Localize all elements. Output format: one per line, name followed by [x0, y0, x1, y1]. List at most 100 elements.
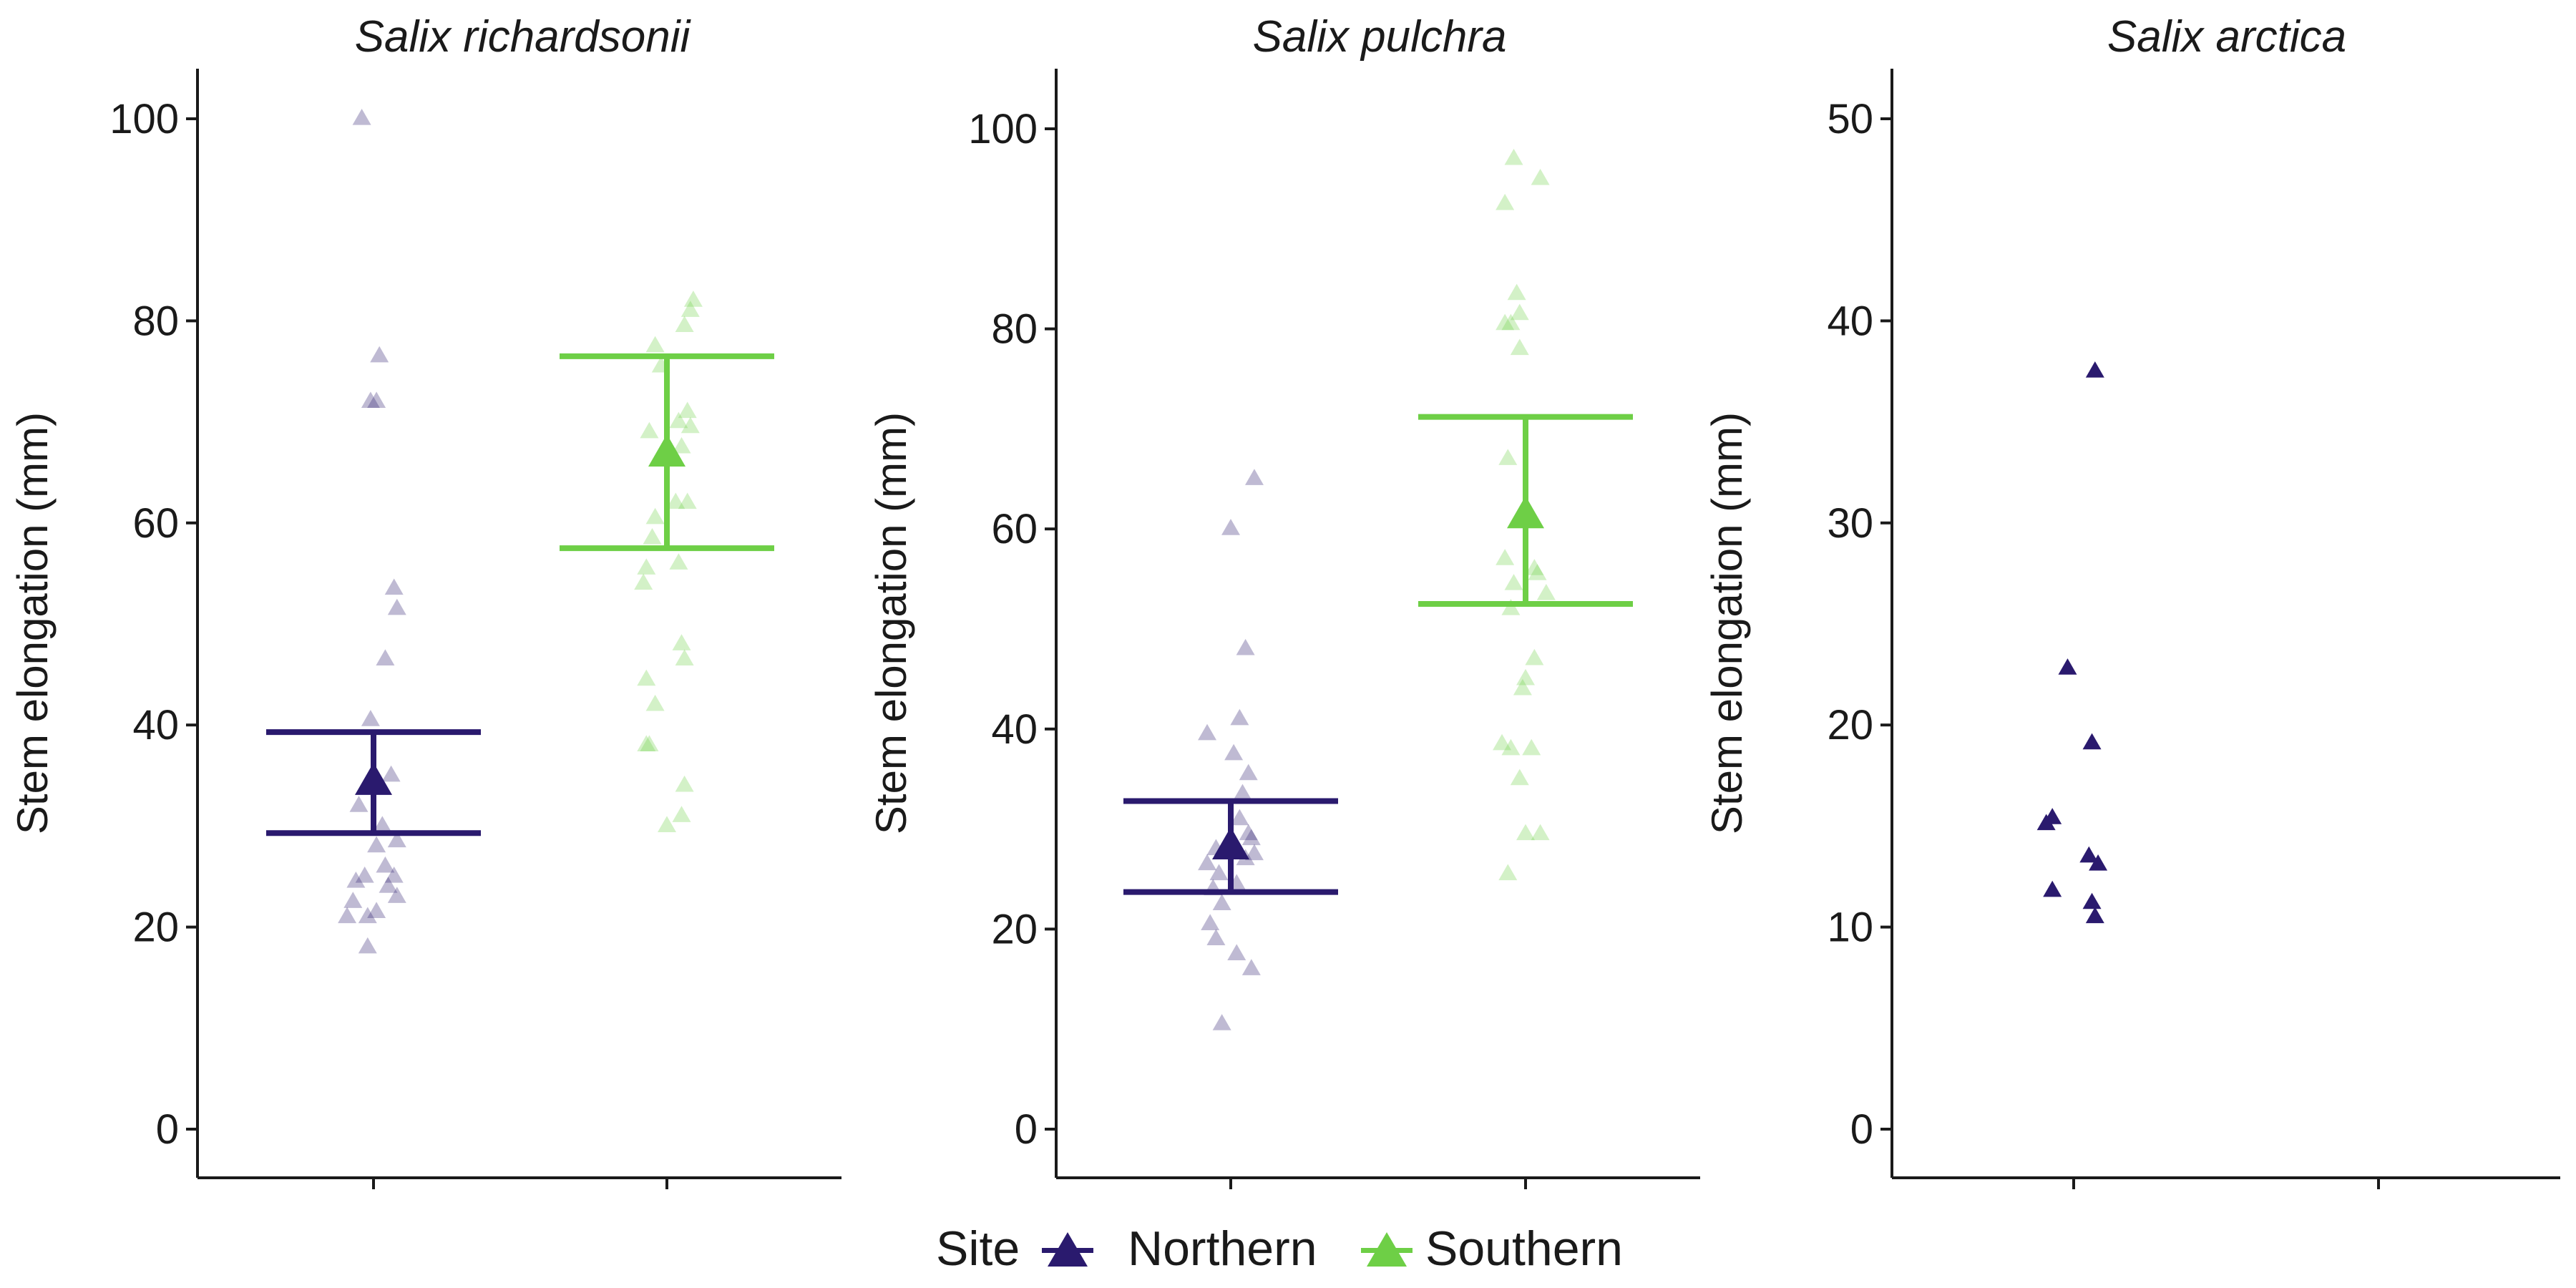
data-point-northern — [1221, 519, 1240, 535]
data-point-northern — [367, 902, 386, 919]
data-point-northern — [343, 892, 363, 908]
data-point-southern — [637, 558, 656, 575]
y-tick-label: 10 — [1827, 904, 1873, 951]
data-point-northern — [352, 108, 371, 125]
y-tick-label: 30 — [1827, 500, 1873, 547]
data-point-southern — [666, 492, 686, 509]
data-point-southern — [678, 492, 697, 509]
data-point-northern — [2089, 854, 2108, 871]
y-axis-label: Stem elongation (mm) — [9, 412, 57, 834]
data-point-southern — [1525, 559, 1544, 575]
data-point-southern — [637, 735, 656, 752]
y-tick-label: 80 — [991, 306, 1038, 353]
data-point-southern — [1496, 549, 1515, 565]
y-tick-label: 80 — [132, 298, 179, 344]
data-point-southern — [669, 411, 688, 429]
legend-item-northern: Northern — [1042, 1221, 1317, 1276]
panel-title: Salix arctica — [2107, 12, 2346, 62]
y-tick-label: 40 — [1827, 298, 1873, 344]
legend-southern-line-icon — [1361, 1248, 1413, 1253]
data-point-southern — [672, 634, 691, 650]
data-point-northern — [2085, 361, 2104, 378]
data-point-northern — [387, 831, 406, 848]
data-point-southern — [680, 416, 700, 434]
y-tick-label: 100 — [109, 96, 179, 142]
series-northern — [2036, 361, 2108, 924]
data-point-southern — [1501, 313, 1521, 331]
data-point-northern — [367, 391, 386, 408]
data-point-southern — [645, 507, 665, 525]
y-tick-label: 100 — [968, 106, 1038, 152]
data-point-southern — [1504, 148, 1523, 165]
data-point-northern — [370, 346, 389, 363]
mean-marker-northern — [1212, 826, 1249, 859]
mean-marker-northern — [355, 762, 392, 795]
y-axis-label: Stem elongation (mm) — [1703, 412, 1751, 834]
mean-marker-southern — [1507, 495, 1544, 529]
data-point-southern — [1496, 313, 1515, 331]
series-southern — [1418, 148, 1633, 881]
data-point-southern — [643, 527, 662, 545]
data-point-southern — [1496, 193, 1515, 210]
data-point-southern — [1510, 303, 1529, 321]
data-point-southern — [1536, 584, 1556, 600]
y-axis-label: Stem elongation (mm) — [867, 412, 915, 834]
legend-label-southern: Southern — [1425, 1221, 1623, 1276]
data-point-northern — [2079, 846, 2099, 863]
data-point-southern — [675, 775, 694, 792]
panel-0: Salix richardsonii Stem elongation (mm) 0 2… — [9, 12, 841, 1189]
y-tick-label: 0 — [1850, 1106, 1873, 1153]
data-point-northern — [381, 765, 401, 782]
data-point-northern — [349, 796, 369, 812]
data-point-northern — [373, 816, 392, 832]
data-point-northern — [2082, 892, 2102, 909]
data-point-southern — [637, 669, 656, 686]
data-point-northern — [1198, 854, 1217, 871]
legend-title: Site — [936, 1221, 1020, 1276]
data-point-northern — [1241, 829, 1261, 846]
data-point-southern — [1504, 574, 1523, 590]
data-point-northern — [1201, 914, 1220, 931]
data-point-southern — [1498, 864, 1518, 881]
data-point-northern — [1209, 864, 1229, 881]
data-point-southern — [1531, 824, 1550, 841]
data-point-southern — [1516, 668, 1535, 686]
data-point-southern — [1498, 449, 1518, 465]
data-point-southern — [1522, 738, 1541, 756]
data-point-southern — [640, 421, 659, 439]
data-point-northern — [376, 856, 395, 873]
data-point-southern — [675, 316, 694, 333]
data-point-northern — [346, 872, 366, 888]
data-point-northern — [1230, 708, 1249, 726]
data-point-northern — [384, 578, 404, 595]
y-tick-label: 50 — [1827, 96, 1873, 142]
data-point-northern — [2085, 907, 2104, 924]
data-point-southern — [1501, 738, 1521, 756]
data-point-southern — [675, 649, 694, 666]
data-point-southern — [640, 735, 659, 752]
data-point-southern — [645, 694, 665, 711]
data-point-southern — [1510, 338, 1529, 356]
data-point-northern — [1244, 469, 1264, 485]
data-point-northern — [2043, 880, 2062, 897]
data-point-southern — [1525, 648, 1544, 665]
data-point-southern — [1531, 168, 1550, 185]
y-tick-label: 20 — [991, 906, 1038, 952]
data-point-southern — [1528, 564, 1547, 580]
data-point-northern — [338, 907, 357, 924]
data-point-northern — [358, 937, 377, 954]
panel-title: Salix pulchra — [1253, 12, 1507, 62]
data-point-northern — [1206, 929, 1226, 945]
data-point-northern — [1212, 894, 1231, 911]
panel-1: Salix pulchra Stem elongation (mm) 0 20 40 60… — [867, 12, 1700, 1189]
data-point-northern — [1239, 824, 1258, 841]
mean-marker-southern — [648, 434, 686, 467]
y-tick-label: 60 — [991, 506, 1038, 552]
data-point-southern — [672, 806, 691, 822]
data-point-northern — [387, 598, 406, 615]
data-point-northern — [355, 866, 374, 883]
legend-northern-line-icon — [1042, 1248, 1093, 1253]
data-point-southern — [1501, 599, 1521, 615]
data-point-northern — [1236, 638, 1255, 655]
data-point-northern — [376, 649, 395, 666]
